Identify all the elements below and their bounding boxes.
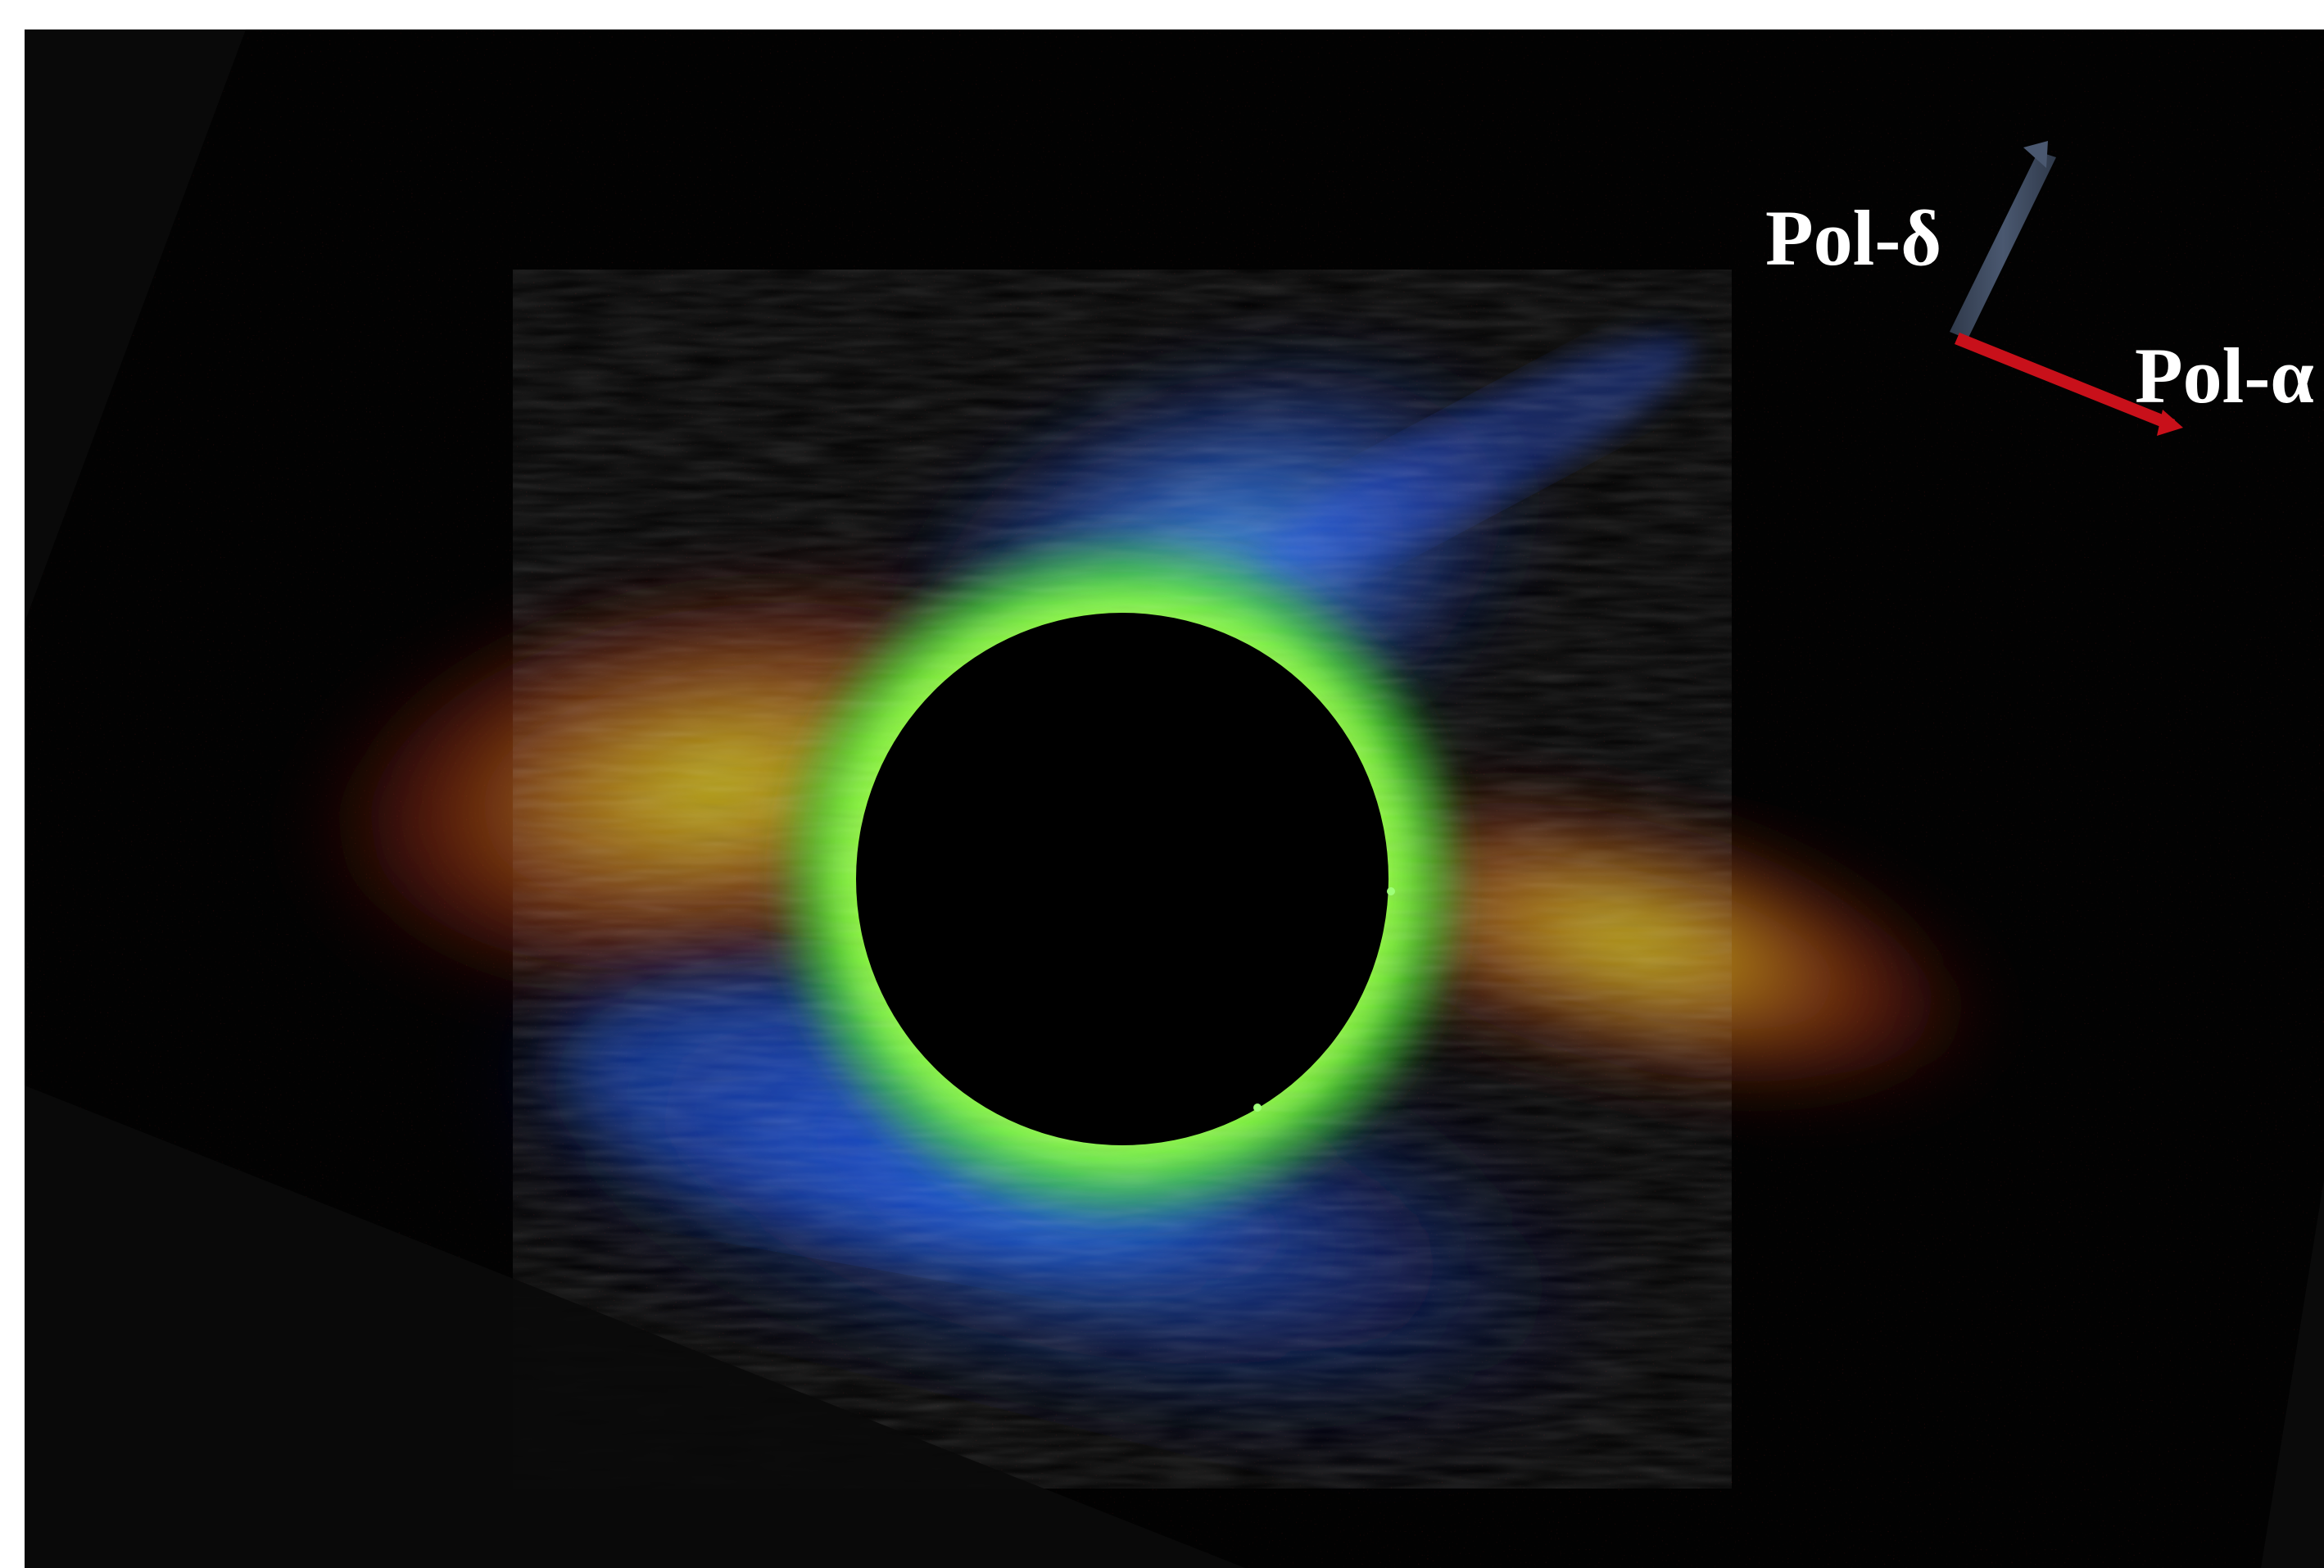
- pol-alpha-label: Pol-α: [2135, 332, 2314, 419]
- frame-corner-bottom-right: [2261, 1180, 2324, 1568]
- moon-disk: [856, 613, 1389, 1145]
- frame-corner-top-left: [25, 29, 246, 623]
- pol-delta-label: Pol-δ: [1765, 194, 1942, 282]
- frame-corner-bottom-left: [25, 1085, 1245, 1568]
- arrow-down-right-icon: [1955, 333, 2183, 436]
- arrow-up-right-icon: [1950, 141, 2056, 339]
